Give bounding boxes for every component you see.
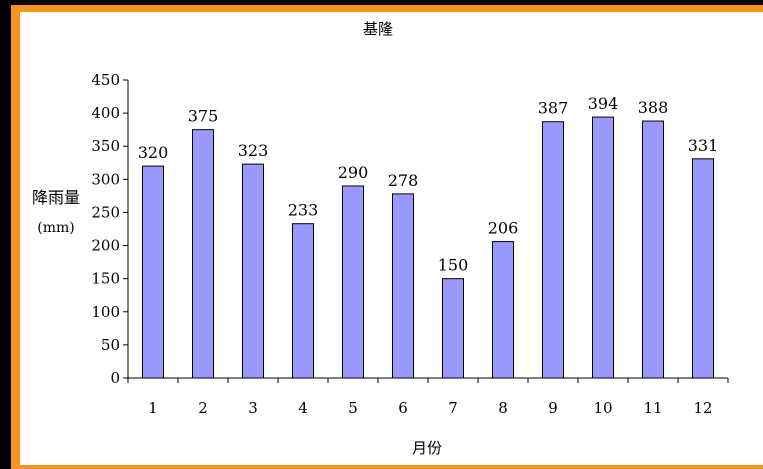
y-tick-label-400: 400 [91, 104, 120, 122]
y-tick-label-100: 100 [91, 303, 120, 321]
bar-4 [292, 223, 314, 379]
x-tick-label-4: 4 [298, 399, 308, 417]
value-label-1: 320 [138, 143, 169, 162]
y-tick-label-350: 350 [91, 137, 120, 155]
x-tick-label-5: 5 [348, 399, 358, 417]
x-axis-label: 月份 [412, 439, 442, 457]
bar-1 [142, 165, 164, 379]
bar-2 [192, 129, 214, 379]
axes-layer: 1 2 3 4 5 6 7 8 9 10 11 120501001502002503003504004… [91, 71, 729, 417]
x-tick-label-10: 10 [593, 399, 612, 417]
x-tick-label-11: 11 [643, 399, 662, 417]
value-label-7: 150 [438, 256, 469, 275]
x-tick-label-1: 1 [148, 399, 158, 417]
value-label-10: 394 [588, 94, 619, 113]
x-tick-label-3: 3 [248, 399, 258, 417]
value-label-8: 206 [488, 219, 519, 238]
bar-5 [342, 185, 364, 379]
y-tick-label-450: 450 [91, 71, 120, 89]
y-tick-label-150: 150 [91, 270, 120, 288]
value-label-3: 323 [238, 141, 269, 160]
chart-title: 基隆 [363, 20, 393, 38]
x-tick-label-6: 6 [398, 399, 408, 417]
y-tick-label-300: 300 [91, 170, 120, 188]
y-tick-label-0: 0 [110, 369, 120, 387]
bar-11 [642, 120, 664, 379]
value-label-5: 290 [338, 163, 369, 182]
bar-3 [242, 163, 264, 379]
y-axis-label: 降雨量 [32, 188, 80, 207]
value-label-12: 331 [688, 136, 719, 155]
bar-10 [592, 116, 614, 379]
value-label-11: 388 [638, 98, 669, 117]
y-tick-label-50: 50 [101, 336, 120, 354]
bar-12 [692, 158, 714, 379]
bar-8 [492, 241, 514, 379]
x-tick-label-9: 9 [548, 399, 558, 417]
bars-layer: 320 375 323 233 290 278 150 206 387 394 388 331 [138, 94, 719, 379]
bar-7 [442, 278, 464, 379]
x-tick-label-12: 12 [693, 399, 712, 417]
x-tick-label-2: 2 [198, 399, 208, 417]
bar-6 [392, 193, 414, 379]
value-label-2: 375 [188, 107, 219, 126]
value-label-9: 387 [538, 99, 569, 118]
y-tick-label-200: 200 [91, 237, 120, 255]
x-tick-label-8: 8 [498, 399, 508, 417]
y-tick-label-250: 250 [91, 203, 120, 221]
value-label-6: 278 [388, 171, 419, 190]
bar-9 [542, 121, 564, 379]
x-tick-label-7: 7 [448, 399, 458, 417]
y-axis-unit: (mm) [37, 220, 74, 236]
value-label-4: 233 [288, 201, 319, 220]
